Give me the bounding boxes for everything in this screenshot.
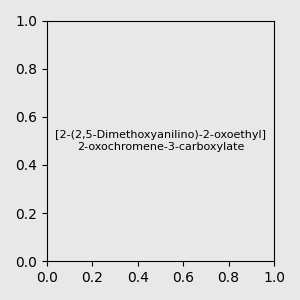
- Text: [2-(2,5-Dimethoxyanilino)-2-oxoethyl] 2-oxochromene-3-carboxylate: [2-(2,5-Dimethoxyanilino)-2-oxoethyl] 2-…: [55, 130, 266, 152]
